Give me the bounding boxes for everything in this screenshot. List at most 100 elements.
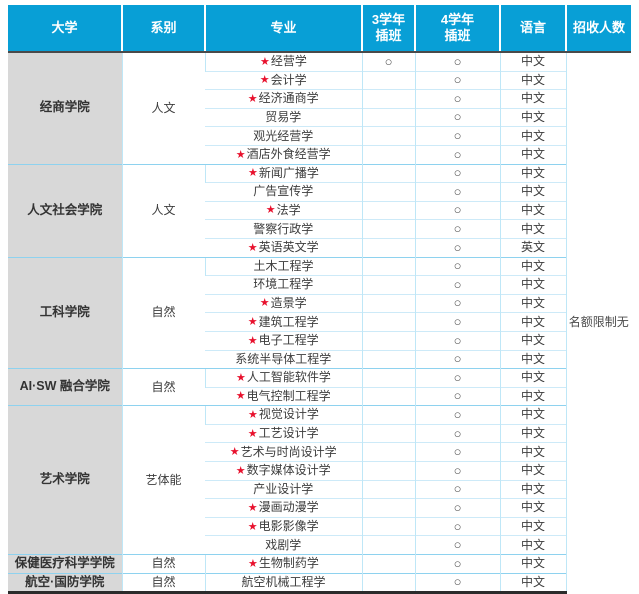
language-cell: 中文: [499, 349, 566, 369]
division-cell: 艺体能: [121, 405, 205, 555]
language-cell: 中文: [499, 330, 566, 350]
year3-transfer-cell: ○: [361, 52, 415, 72]
college-cell: 经商学院: [8, 52, 122, 165]
year4-transfer-cell: ○: [414, 70, 500, 90]
language-cell: 英文: [499, 237, 566, 258]
year4-transfer-cell: ○: [414, 163, 500, 183]
major-name: 观光经营学: [253, 128, 314, 143]
major-name: 会计学: [270, 72, 307, 87]
major-cell: 戏剧学: [205, 535, 362, 555]
column-header-major: 专业: [204, 5, 362, 53]
year3-transfer-cell: [361, 256, 415, 276]
circle-mark: ○: [384, 53, 393, 69]
language-cell: 中文: [499, 126, 566, 146]
year4-transfer-cell: ○: [414, 219, 500, 239]
year4-transfer-cell: ○: [414, 237, 500, 258]
division-cell: 自然: [121, 256, 205, 369]
language-cell: 中文: [499, 89, 566, 109]
star-icon: ★: [247, 501, 258, 514]
language-cell: 中文: [499, 163, 566, 183]
major-cell: 贸易学: [205, 107, 362, 127]
language-cell: 中文: [499, 442, 566, 462]
star-icon: ★: [247, 334, 258, 347]
major-name: 经济通商学: [258, 91, 319, 106]
language-cell: 中文: [499, 107, 566, 127]
table-row: ★电气控制工程学 ○ 中文: [8, 386, 631, 406]
major-cell: 航空机械工程学: [204, 572, 362, 594]
year3-transfer-cell: [361, 144, 415, 165]
table-row: 警察行政学 ○ 中文: [8, 219, 631, 239]
college-cell: AI·SW 融合学院: [8, 368, 122, 406]
circle-mark: ○: [453, 128, 462, 144]
major-name: 土木工程学: [253, 258, 314, 273]
language-cell: 中文: [499, 535, 566, 555]
admissions-table-wrapper: 大学 系别 专业 3学年 插班 4学年 插班 语言 招收人数 经商学院 人文 ★经营…: [8, 5, 639, 594]
table-row: ★酒店外食经营学 ○ 中文: [8, 144, 631, 165]
college-cell: 工科学院: [8, 256, 122, 369]
major-name: 人工智能软件学: [246, 370, 331, 385]
major-name: 艺术与时尚设计学: [240, 444, 337, 459]
major-name: 经营学: [270, 54, 307, 69]
major-cell: ★电气控制工程学: [205, 386, 362, 406]
star-icon: ★: [248, 167, 258, 180]
language-cell: 中文: [499, 386, 566, 406]
circle-mark: ○: [453, 574, 462, 590]
circle-mark: ○: [453, 72, 462, 88]
year4-transfer-cell: ○: [414, 293, 500, 313]
table-row: ★电影影像学 ○ 中文: [8, 516, 631, 536]
star-icon: ★: [259, 74, 270, 87]
major-name: 漫画动漫学: [258, 500, 319, 515]
circle-mark: ○: [453, 388, 462, 404]
table-row: 贸易学 ○ 中文: [8, 107, 631, 127]
major-cell: ★漫画动漫学: [205, 498, 362, 518]
table-row: 戏剧学 ○ 中文: [8, 535, 631, 555]
quota-cell: 名额限制无: [565, 52, 631, 593]
language-cell: 中文: [499, 423, 566, 443]
major-cell: 土木工程学: [204, 256, 362, 276]
year4-transfer-cell: ○: [414, 312, 500, 332]
year3-transfer-cell: [361, 89, 415, 109]
table-row: ★会计学 ○ 中文: [8, 70, 631, 90]
star-icon: ★: [248, 408, 258, 421]
language-cell: 中文: [499, 312, 566, 332]
table-row: ★造景学 ○ 中文: [8, 293, 631, 313]
year3-transfer-cell: [361, 498, 415, 518]
major-name: 环境工程学: [253, 277, 314, 292]
year3-transfer-cell: [361, 535, 415, 555]
table-row: 系统半导体工程学 ○ 中文: [8, 349, 631, 369]
year4-transfer-cell: ○: [414, 107, 500, 127]
major-cell: 环境工程学: [205, 275, 362, 295]
year4-transfer-cell: ○: [414, 572, 500, 594]
year3-transfer-cell: [361, 107, 415, 127]
star-icon: ★: [260, 55, 270, 68]
major-name: 电气控制工程学: [246, 388, 331, 403]
circle-mark: ○: [453, 258, 462, 274]
language-cell: 中文: [499, 498, 566, 518]
table-row: AI·SW 融合学院 自然 ★人工智能软件学 ○ 中文: [8, 368, 631, 406]
major-name: 新闻广播学: [258, 165, 319, 180]
year4-transfer-cell: ○: [414, 52, 500, 72]
major-name: 造景学: [270, 295, 307, 310]
year4-transfer-cell: ○: [414, 275, 500, 295]
circle-mark: ○: [453, 444, 462, 460]
language-cell: 中文: [499, 52, 566, 72]
major-cell: ★英语英文学: [205, 237, 362, 258]
circle-mark: ○: [453, 481, 462, 497]
year3-transfer-cell: [361, 386, 415, 406]
college-cell: 保健医疗科学学院: [8, 554, 122, 574]
star-icon: ★: [265, 204, 276, 217]
language-cell: 中文: [499, 219, 566, 239]
major-cell: ★视觉设计学: [204, 405, 362, 425]
year4-transfer-cell: ○: [414, 516, 500, 536]
year3-transfer-cell: [361, 293, 415, 313]
circle-mark: ○: [453, 406, 462, 422]
major-cell: ★电子工程学: [205, 330, 362, 350]
table-row: ★经济通商学 ○ 中文: [8, 89, 631, 109]
year3-transfer-cell: [361, 237, 415, 258]
star-icon: ★: [236, 371, 246, 384]
column-header-language: 语言: [499, 5, 566, 53]
table-row: 保健医疗科学学院 自然 ★生物制药学 ○ 中文: [8, 554, 631, 574]
year4-transfer-cell: ○: [414, 386, 500, 406]
major-cell: ★造景学: [205, 293, 362, 313]
major-cell: ★经济通商学: [205, 89, 362, 109]
